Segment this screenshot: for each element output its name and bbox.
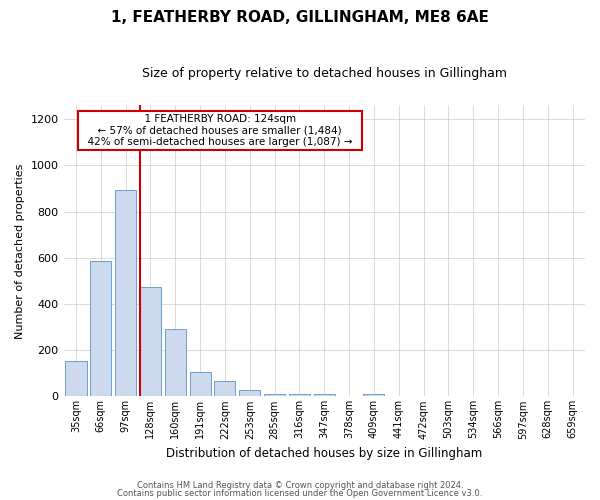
Bar [239, 390, 260, 396]
X-axis label: Distribution of detached houses by size in Gillingham: Distribution of detached houses by size … [166, 447, 482, 460]
Title: Size of property relative to detached houses in Gillingham: Size of property relative to detached ho… [142, 68, 507, 80]
Y-axis label: Number of detached properties: Number of detached properties [15, 163, 25, 338]
Text: 1, FEATHERBY ROAD, GILLINGHAM, ME8 6AE: 1, FEATHERBY ROAD, GILLINGHAM, ME8 6AE [111, 10, 489, 25]
Bar [190, 372, 211, 396]
Bar [90, 261, 112, 396]
Bar [65, 360, 86, 396]
Bar [214, 382, 235, 396]
Bar [264, 394, 285, 396]
Bar [314, 394, 335, 396]
Bar [289, 394, 310, 396]
Text: Contains public sector information licensed under the Open Government Licence v3: Contains public sector information licen… [118, 488, 482, 498]
Bar [140, 286, 161, 397]
Bar [115, 190, 136, 396]
Bar [364, 394, 385, 396]
Text: 1 FEATHERBY ROAD: 124sqm  
  ← 57% of detached houses are smaller (1,484)  
  42: 1 FEATHERBY ROAD: 124sqm ← 57% of detach… [81, 114, 359, 147]
Text: Contains HM Land Registry data © Crown copyright and database right 2024.: Contains HM Land Registry data © Crown c… [137, 481, 463, 490]
Bar [165, 330, 186, 396]
